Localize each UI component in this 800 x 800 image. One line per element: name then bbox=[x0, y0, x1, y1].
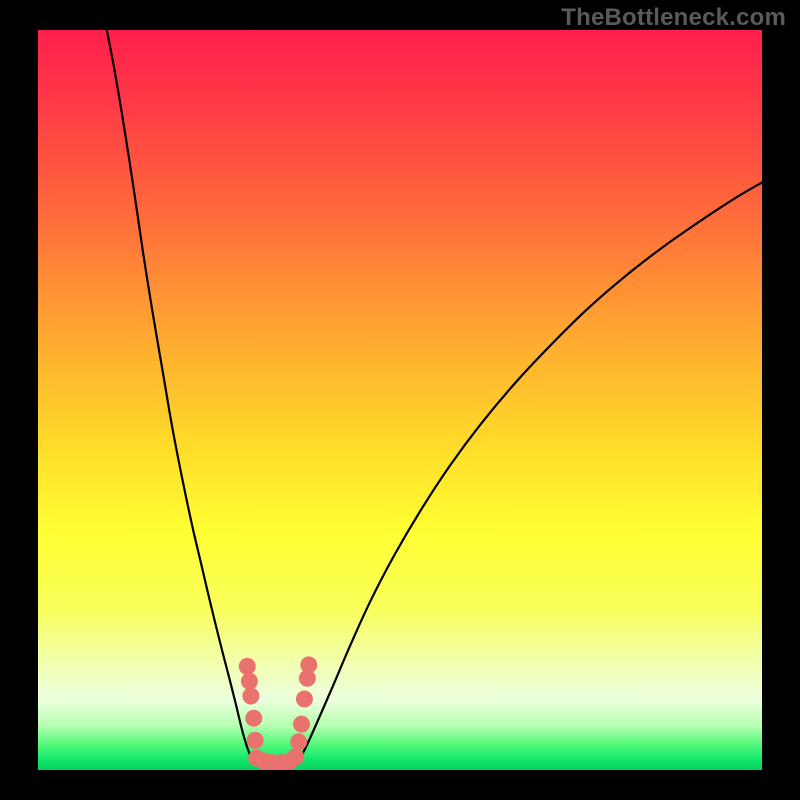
valley-marker-dot bbox=[239, 658, 256, 675]
valley-marker-dot bbox=[245, 710, 262, 727]
bottleneck-chart-svg bbox=[0, 0, 800, 800]
valley-marker-dot bbox=[290, 733, 307, 750]
valley-marker-dot bbox=[296, 690, 313, 707]
valley-marker-dot bbox=[242, 688, 259, 705]
valley-marker-dot bbox=[241, 673, 258, 690]
watermark-text: TheBottleneck.com bbox=[561, 4, 786, 32]
valley-marker-dot bbox=[300, 656, 317, 673]
valley-marker-dot bbox=[287, 748, 304, 765]
plot-background bbox=[38, 30, 762, 770]
chart-stage: TheBottleneck.com bbox=[0, 0, 800, 800]
valley-marker-dot bbox=[293, 716, 310, 733]
valley-marker-dot bbox=[247, 732, 264, 749]
